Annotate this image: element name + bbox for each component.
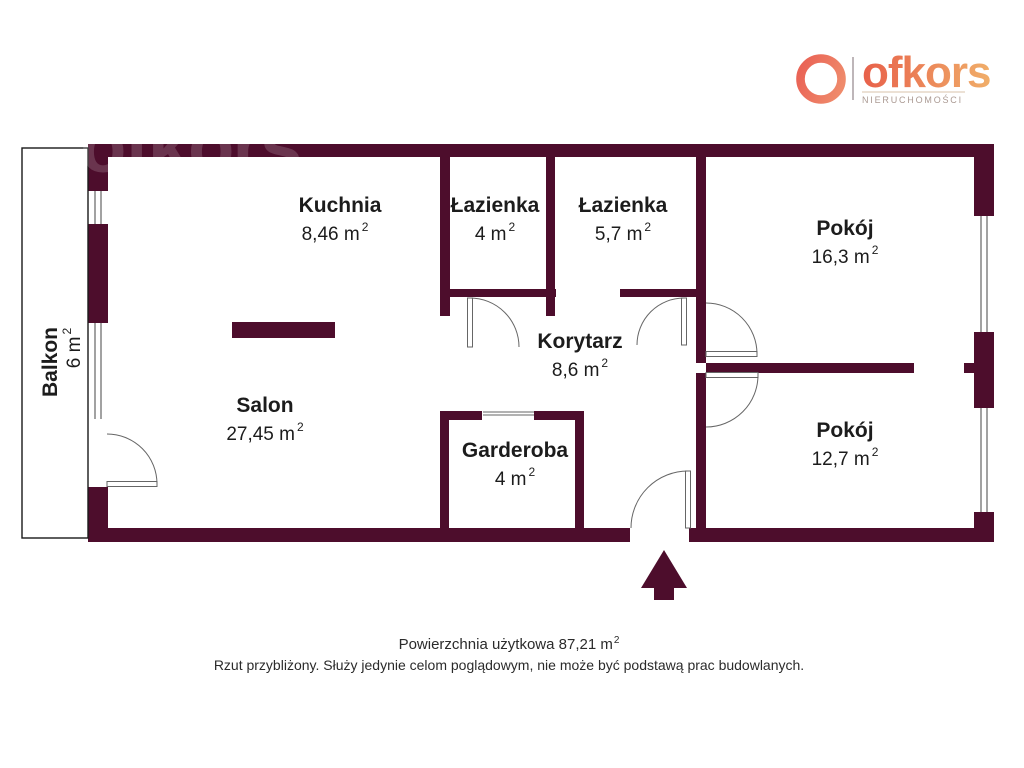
svg-text:ofkors: ofkors	[80, 104, 300, 189]
svg-text:Pokój: Pokój	[816, 419, 873, 442]
svg-text:27,45 m2: 27,45 m2	[226, 420, 304, 445]
svg-text:5,7 m2: 5,7 m2	[595, 220, 652, 245]
svg-text:Balkon: Balkon	[39, 327, 62, 397]
svg-text:16,3 m2: 16,3 m2	[812, 243, 879, 268]
svg-text:Rzut przybliżony. Służy jedyni: Rzut przybliżony. Służy jedynie celom po…	[214, 657, 804, 673]
svg-text:NIERUCHOMOŚCI: NIERUCHOMOŚCI	[862, 94, 963, 105]
svg-text:4 m2: 4 m2	[475, 220, 516, 245]
svg-text:6 m2: 6 m2	[60, 328, 85, 369]
svg-text:ofkors: ofkors	[862, 48, 990, 97]
svg-text:Korytarz: Korytarz	[537, 330, 622, 353]
svg-text:Powierzchnia użytkowa 87,21 m2: Powierzchnia użytkowa 87,21 m2	[399, 635, 620, 653]
svg-text:Garderoba: Garderoba	[462, 439, 569, 462]
svg-text:Salon: Salon	[236, 394, 293, 417]
svg-text:Pokój: Pokój	[816, 217, 873, 240]
svg-text:Łazienka: Łazienka	[579, 194, 668, 217]
svg-text:Kuchnia: Kuchnia	[299, 194, 382, 217]
svg-text:12,7 m2: 12,7 m2	[812, 445, 879, 470]
svg-text:8,6 m2: 8,6 m2	[552, 356, 609, 381]
svg-text:Łazienka: Łazienka	[451, 194, 540, 217]
svg-text:4 m2: 4 m2	[495, 465, 536, 490]
svg-text:8,46 m2: 8,46 m2	[302, 220, 369, 245]
